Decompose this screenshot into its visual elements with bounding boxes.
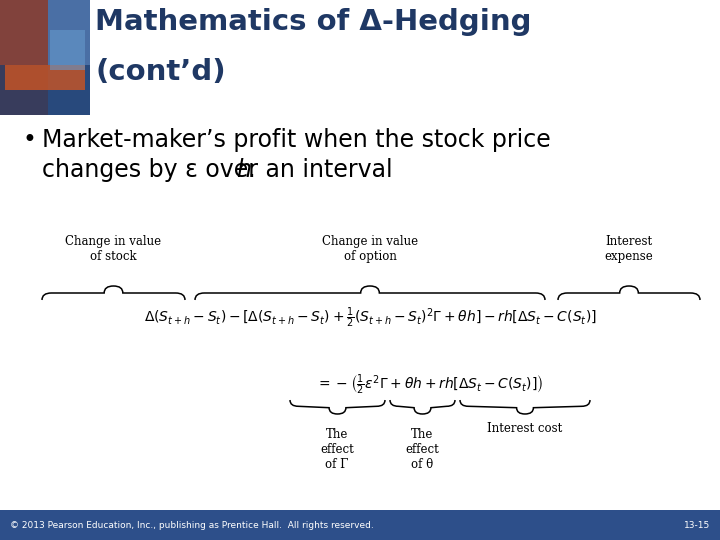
Text: © 2013 Pearson Education, Inc., publishing as Prentice Hall.  All rights reserve: © 2013 Pearson Education, Inc., publishi… xyxy=(10,521,374,530)
Text: :: : xyxy=(247,158,255,182)
Text: 13-15: 13-15 xyxy=(684,521,710,530)
Text: h: h xyxy=(236,158,251,182)
Bar xyxy=(50,30,85,70)
Text: Interest cost: Interest cost xyxy=(487,422,562,435)
Text: The
effect
of θ: The effect of θ xyxy=(405,428,439,471)
Text: (cont’d): (cont’d) xyxy=(95,58,225,86)
Bar xyxy=(0,0,48,115)
Text: Market-maker’s profit when the stock price: Market-maker’s profit when the stock pri… xyxy=(42,128,551,152)
Bar xyxy=(0,0,90,115)
Text: Mathematics of Δ-Hedging: Mathematics of Δ-Hedging xyxy=(95,8,531,36)
Bar xyxy=(0,510,720,540)
Text: changes by ε over an interval: changes by ε over an interval xyxy=(42,158,400,182)
Text: $\Delta(S_{t+h}-S_t)-[\Delta(S_{t+h}-S_t)+\frac{1}{2}(S_{t+h}-S_t)^2\Gamma+\thet: $\Delta(S_{t+h}-S_t)-[\Delta(S_{t+h}-S_t… xyxy=(143,306,596,330)
Bar xyxy=(5,65,85,90)
Text: Interest
expense: Interest expense xyxy=(605,235,653,263)
Text: Change in value
of stock: Change in value of stock xyxy=(65,235,161,263)
Text: •: • xyxy=(22,128,36,152)
Text: The
effect
of Γ: The effect of Γ xyxy=(320,428,354,471)
Text: $=-\left(\frac{1}{2}\varepsilon^2\Gamma+\theta h+rh[\Delta S_t-C(S_t)]\right)$: $=-\left(\frac{1}{2}\varepsilon^2\Gamma+… xyxy=(316,373,544,397)
Bar xyxy=(0,65,90,115)
Text: Change in value
of option: Change in value of option xyxy=(322,235,418,263)
